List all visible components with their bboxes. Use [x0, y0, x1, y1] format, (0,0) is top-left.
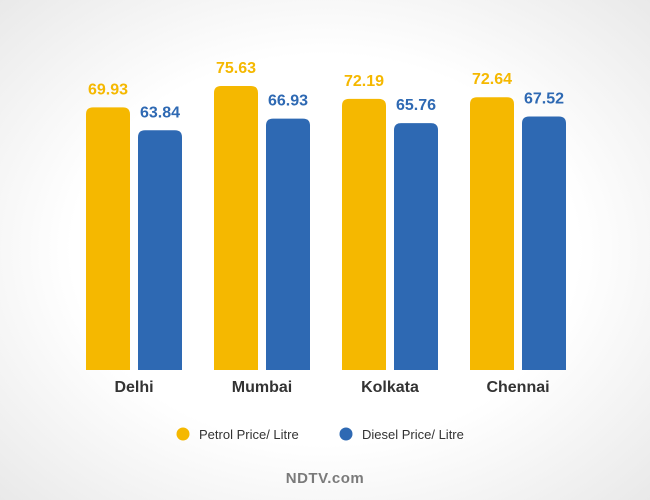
bar-mumbai-petrol [214, 86, 258, 370]
bar-kolkata-petrol [342, 98, 386, 370]
value-label-delhi-petrol: 69.93 [88, 81, 128, 98]
legend: Petrol Price/ Litre Diesel Price/ Litre [176, 427, 464, 442]
category-labels-group: Delhi Mumbai Kolkata Chennai [114, 379, 549, 396]
value-label-mumbai-petrol: 75.63 [216, 60, 256, 77]
bar-delhi-petrol [86, 107, 130, 370]
category-label-mumbai: Mumbai [232, 379, 292, 396]
bar-delhi-diesel [138, 130, 182, 370]
legend-swatch-petrol [176, 427, 190, 441]
value-label-delhi-diesel: 63.84 [140, 104, 180, 121]
bars-group [86, 86, 566, 371]
category-label-chennai: Chennai [486, 379, 549, 396]
legend-label-petrol: Petrol Price/ Litre [199, 427, 299, 442]
ndtv-watermark: NDTV.com [286, 470, 364, 487]
legend-label-diesel: Diesel Price/ Litre [362, 427, 464, 442]
value-label-chennai-petrol: 72.64 [472, 71, 512, 88]
value-label-kolkata-petrol: 72.19 [344, 73, 384, 90]
value-label-mumbai-diesel: 66.93 [268, 93, 308, 110]
value-label-kolkata-diesel: 65.76 [396, 97, 436, 114]
category-label-delhi: Delhi [114, 379, 153, 396]
category-label-kolkata: Kolkata [361, 379, 419, 396]
legend-swatch-diesel [339, 427, 353, 441]
bar-chennai-petrol [470, 97, 514, 371]
bar-chennai-diesel [522, 116, 566, 370]
value-labels-group: 69.93 63.84 75.63 66.93 72.19 65.76 72.64 67.52 [88, 60, 564, 121]
bar-kolkata-diesel [394, 123, 438, 370]
value-label-chennai-diesel: 67.52 [524, 90, 564, 107]
bar-mumbai-diesel [266, 118, 310, 370]
